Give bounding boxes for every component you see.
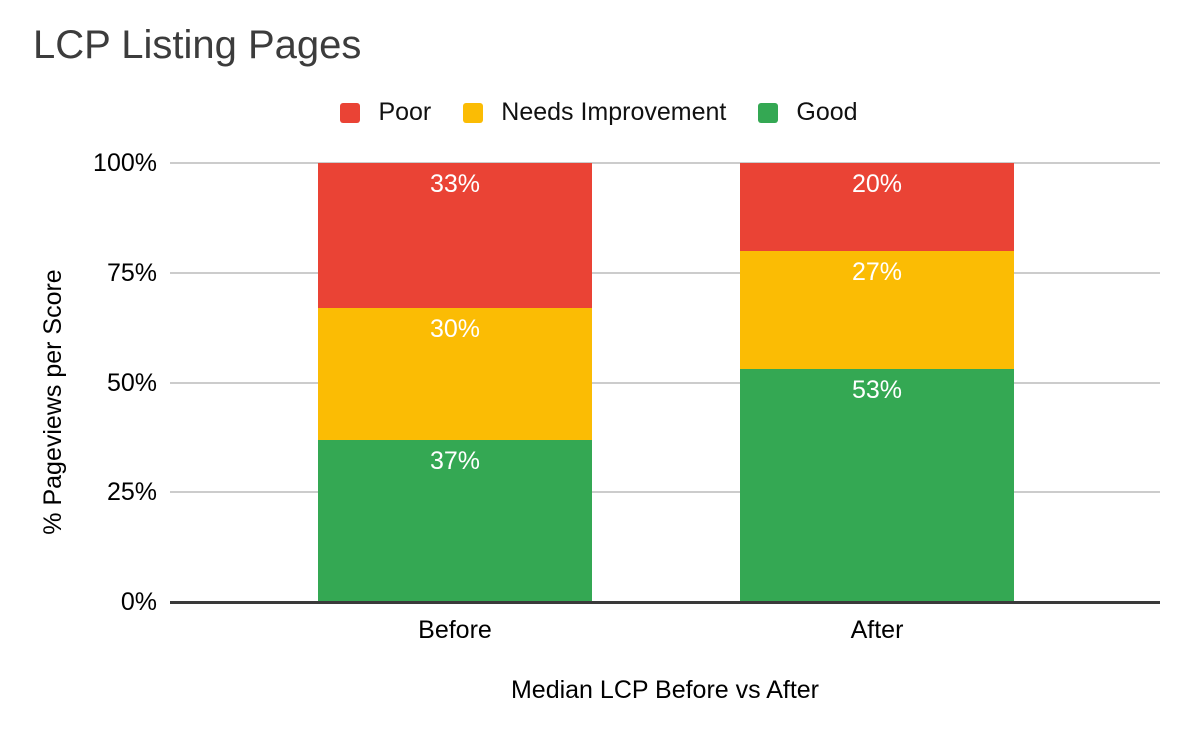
bar-segment-before-good bbox=[318, 439, 592, 602]
legend-swatch-icon bbox=[758, 102, 779, 123]
bar-segment-after-needs-improvement bbox=[740, 250, 1014, 370]
y-tick-label: 25% bbox=[106, 478, 157, 507]
x-tick-label: Before bbox=[418, 616, 492, 644]
y-axis-title: % Pageviews per Score bbox=[39, 269, 67, 535]
legend-item-good: Good bbox=[758, 98, 858, 127]
bar-value-label: 53% bbox=[851, 376, 903, 405]
bar-value-label: 37% bbox=[429, 446, 481, 475]
bar-value-label: 33% bbox=[429, 170, 481, 198]
y-tick-label: 50% bbox=[106, 368, 157, 397]
bar-value-label: 27% bbox=[851, 257, 903, 286]
legend-label: Needs Improvement bbox=[501, 98, 727, 126]
y-tick-label: 0% bbox=[120, 588, 157, 616]
x-axis-title: Median LCP Before vs After bbox=[510, 676, 820, 704]
bar-segment-after-poor bbox=[740, 163, 1014, 251]
legend-item-poor: Poor bbox=[340, 98, 431, 127]
gridline bbox=[170, 381, 1160, 384]
legend-swatch-icon bbox=[463, 102, 484, 123]
bar-segment-before-poor bbox=[318, 163, 592, 308]
x-tick-label: After bbox=[850, 616, 904, 644]
bar-segment-after-good bbox=[740, 369, 1014, 602]
y-tick-label: 100% bbox=[93, 149, 157, 177]
legend-label: Poor bbox=[378, 98, 432, 126]
legend: Poor Needs Improvement Good bbox=[0, 98, 1198, 127]
bar-value-label: 20% bbox=[851, 170, 903, 198]
gridline bbox=[170, 271, 1160, 274]
legend-swatch-icon bbox=[340, 102, 361, 123]
gridline bbox=[170, 491, 1160, 494]
y-tick-label: 75% bbox=[106, 258, 157, 287]
bar-segment-before-needs-improvement bbox=[318, 307, 592, 440]
legend-item-needs-improvement: Needs Improvement bbox=[463, 98, 726, 127]
bar-value-label: 30% bbox=[429, 314, 481, 343]
x-axis-line bbox=[170, 601, 1160, 604]
gridline bbox=[170, 162, 1160, 164]
legend-label: Good bbox=[796, 98, 858, 126]
chart-title: LCP Listing Pages bbox=[33, 23, 362, 67]
